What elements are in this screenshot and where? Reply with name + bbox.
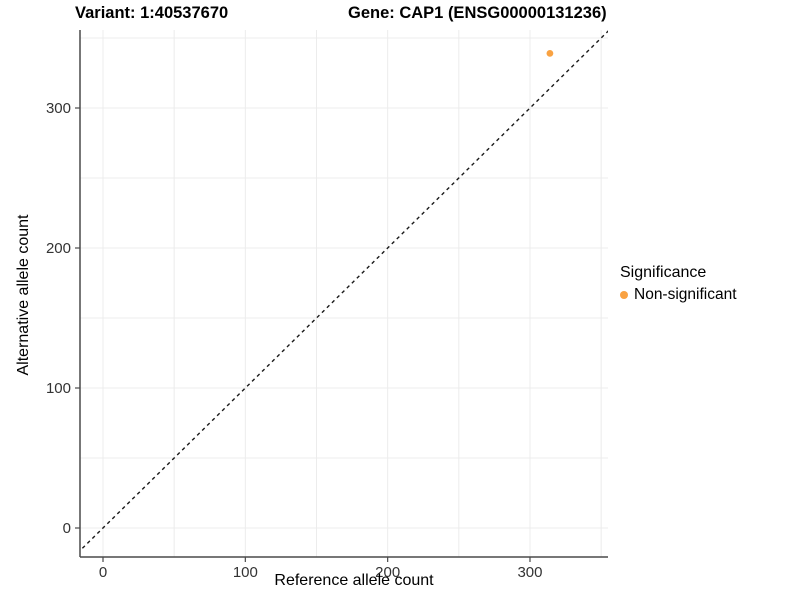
legend-item-label: Non-significant	[634, 286, 737, 303]
y-tick-label: 0	[63, 520, 71, 537]
y-tick-label: 100	[46, 380, 71, 397]
y-tick-label: 300	[46, 100, 71, 117]
legend: Significance Non-significant	[620, 264, 737, 304]
data-point	[546, 50, 554, 57]
plot-title-variant: Variant: 1:40537670	[75, 4, 229, 22]
plot-title-gene: Gene: CAP1 (ENSG00000131236)	[348, 4, 607, 22]
x-tick-label: 100	[233, 564, 258, 581]
legend-title: Significance	[620, 264, 707, 281]
diagonal-reference-line	[80, 30, 608, 552]
x-tick-label: 300	[517, 564, 542, 581]
legend-item: Non-significant	[620, 286, 737, 304]
x-tick-label: 200	[375, 564, 400, 581]
x-axis-title: Reference allele count	[274, 572, 434, 589]
y-tick-label: 200	[46, 240, 71, 257]
x-tick-label: 0	[99, 564, 107, 581]
legend-point-icon	[620, 291, 628, 299]
